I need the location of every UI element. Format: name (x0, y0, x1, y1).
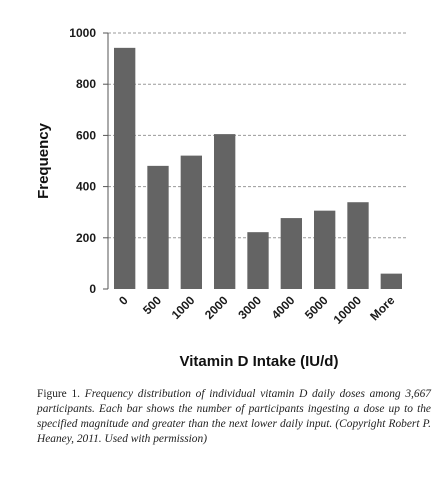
x-tick-label: 2000 (202, 293, 231, 322)
bar-10000 (347, 202, 369, 289)
x-tick-label: 0 (116, 293, 131, 308)
bar-4000 (280, 218, 302, 289)
bar-2000 (214, 134, 236, 289)
y-tick-labels: 0 200 400 600 800 1000 (69, 26, 96, 296)
y-tick-label: 1000 (69, 26, 96, 40)
y-tick-label: 0 (89, 282, 96, 296)
x-tick-label: 5000 (302, 293, 331, 322)
x-axis-title: Vitamin D Intake (IU/d) (180, 353, 339, 370)
axes (103, 32, 109, 290)
bar-500 (147, 165, 169, 289)
bar-1000 (180, 155, 202, 289)
figure-caption: Figure 1. Frequency distribution of indi… (37, 387, 431, 447)
bar-0 (114, 47, 136, 290)
x-tick-label: More (367, 293, 397, 323)
caption-text: Frequency distribution of individual vit… (37, 388, 431, 446)
bar-3000 (247, 232, 269, 289)
y-tick-label: 400 (76, 180, 96, 194)
chart: 0 200 400 600 800 1000 0 500 1000 2000 3000 4000 50… (35, 26, 408, 370)
bars (114, 47, 402, 290)
x-tick-label: 1000 (169, 293, 198, 322)
x-tick-label: 500 (140, 293, 164, 317)
y-tick-label: 600 (76, 128, 96, 142)
x-tick-label: 4000 (269, 293, 298, 322)
y-tick-label: 200 (76, 231, 96, 245)
x-tick-label: 10000 (331, 293, 365, 327)
bar-5000 (314, 210, 336, 289)
x-tick-labels: 0 500 1000 2000 3000 4000 5000 10000 More (116, 293, 398, 327)
y-tick-label: 800 (76, 77, 96, 91)
caption-label: Figure 1. (37, 388, 81, 400)
bar-more (380, 273, 402, 289)
y-axis-title: Frequency (35, 122, 52, 199)
x-tick-label: 3000 (235, 293, 264, 322)
